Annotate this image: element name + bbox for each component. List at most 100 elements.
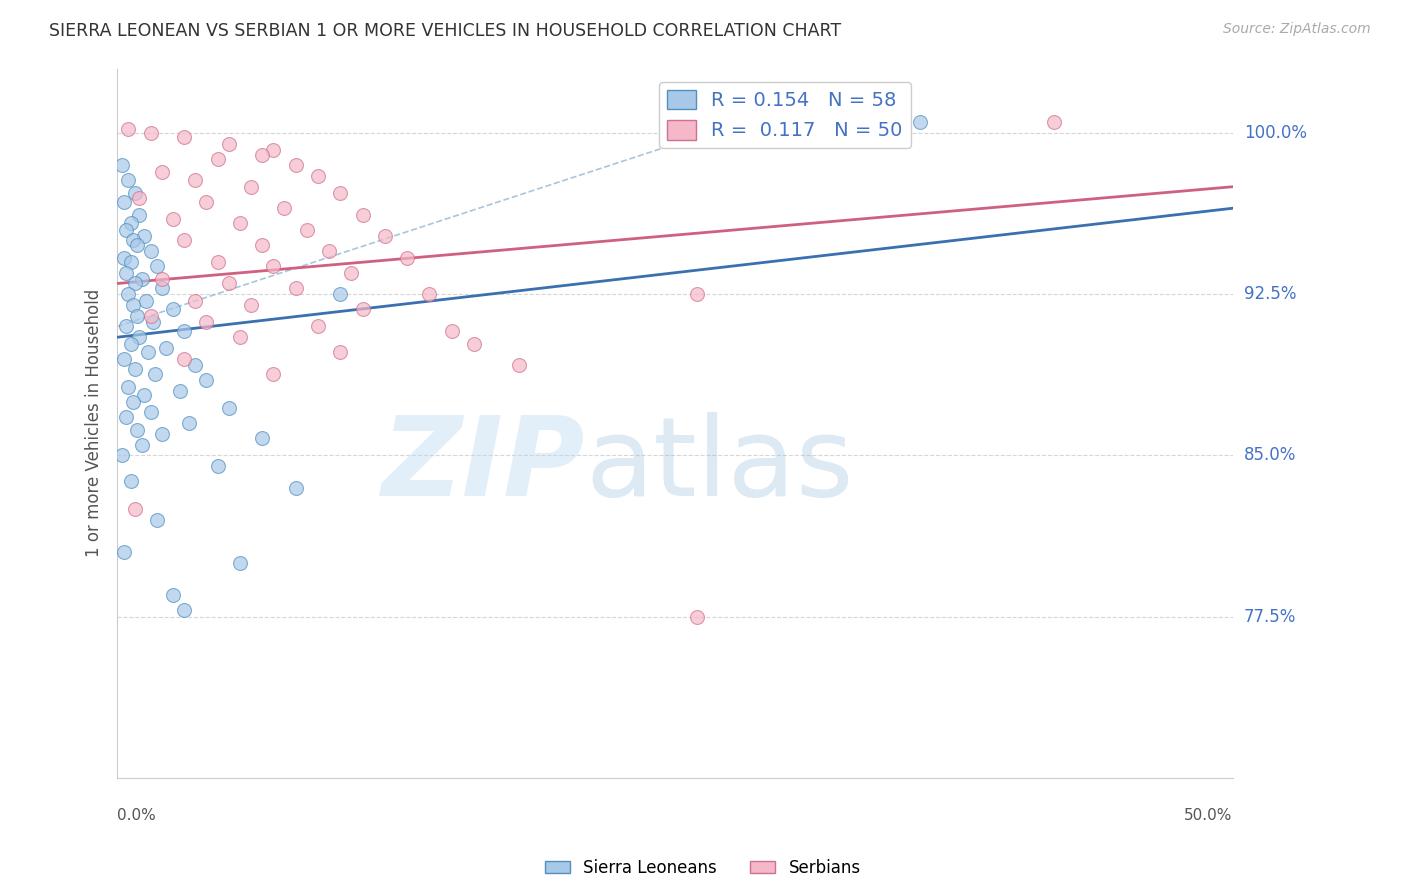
Point (173, 324, 195, 338)
Point (121, 394, 143, 409)
Point (127, 309, 149, 323)
Point (112, 545, 135, 559)
Point (352, 208, 374, 222)
Point (173, 351, 195, 366)
Point (146, 260, 169, 274)
Point (112, 194, 135, 209)
Point (173, 130, 195, 145)
Point (184, 293, 207, 308)
Point (132, 388, 155, 402)
Point (318, 244, 340, 259)
Point (207, 255, 229, 269)
Legend: Sierra Leoneans, Serbians: Sierra Leoneans, Serbians (538, 853, 868, 884)
Point (229, 216, 252, 230)
Point (329, 186, 352, 201)
Point (262, 367, 284, 381)
Point (117, 287, 139, 301)
Point (128, 190, 150, 204)
Point (177, 416, 200, 430)
Point (284, 281, 307, 295)
Point (195, 194, 218, 209)
Point (340, 266, 363, 280)
Text: 77.5%: 77.5% (1244, 607, 1296, 625)
Point (329, 287, 352, 301)
Point (218, 277, 240, 291)
Legend: R = 0.154   N = 58, R =  0.117   N = 50: R = 0.154 N = 58, R = 0.117 N = 50 (659, 82, 911, 148)
Point (117, 173, 139, 187)
Text: atlas: atlas (586, 412, 853, 519)
Point (173, 234, 195, 248)
Point (124, 362, 146, 376)
Point (139, 309, 162, 323)
Point (117, 121, 139, 136)
Point (195, 373, 218, 387)
Point (262, 143, 284, 157)
Point (128, 330, 150, 344)
Point (146, 513, 169, 527)
Point (131, 438, 153, 452)
Point (124, 186, 146, 201)
Point (155, 341, 177, 355)
Point (121, 234, 143, 248)
Point (240, 179, 263, 194)
Point (240, 298, 263, 312)
Point (115, 266, 138, 280)
Point (124, 277, 146, 291)
Point (307, 319, 329, 334)
Y-axis label: 1 or more Vehicles in Household: 1 or more Vehicles in Household (86, 289, 103, 558)
Point (132, 229, 155, 244)
Point (686, 287, 709, 301)
Point (139, 405, 162, 419)
Point (115, 319, 138, 334)
Point (150, 427, 173, 442)
Point (139, 126, 162, 140)
Point (229, 330, 252, 344)
Point (207, 459, 229, 474)
Point (128, 208, 150, 222)
Point (139, 244, 162, 259)
Point (124, 502, 146, 516)
Point (207, 152, 229, 166)
Point (112, 251, 135, 265)
Point (121, 298, 143, 312)
Point (229, 556, 252, 570)
Point (117, 379, 139, 393)
Point (273, 201, 295, 215)
Point (111, 449, 134, 463)
Point (120, 336, 142, 351)
Point (162, 212, 184, 227)
Point (115, 223, 138, 237)
Point (150, 281, 173, 295)
Point (184, 358, 207, 372)
Text: 92.5%: 92.5% (1244, 285, 1296, 303)
Point (686, 609, 709, 624)
Point (112, 351, 135, 366)
Point (508, 358, 530, 372)
Point (329, 345, 352, 359)
Text: 0.0%: 0.0% (117, 808, 156, 823)
Point (295, 223, 318, 237)
Point (143, 367, 166, 381)
Point (142, 315, 165, 329)
Text: SIERRA LEONEAN VS SERBIAN 1 OR MORE VEHICLES IN HOUSEHOLD CORRELATION CHART: SIERRA LEONEAN VS SERBIAN 1 OR MORE VEHI… (49, 22, 841, 40)
Point (250, 237, 273, 252)
Point (250, 147, 273, 161)
Point (463, 336, 485, 351)
Point (195, 315, 218, 329)
Point (120, 216, 142, 230)
Point (418, 287, 440, 301)
Point (169, 384, 191, 398)
Text: 100.0%: 100.0% (1244, 124, 1306, 142)
Point (115, 409, 138, 424)
Point (284, 481, 307, 495)
Point (374, 229, 396, 244)
Point (1043, 115, 1066, 129)
Point (910, 115, 932, 129)
Point (396, 251, 419, 265)
Point (120, 475, 142, 489)
Point (173, 603, 195, 617)
Point (887, 121, 910, 136)
Point (162, 302, 184, 317)
Point (352, 302, 374, 317)
Point (150, 164, 173, 178)
